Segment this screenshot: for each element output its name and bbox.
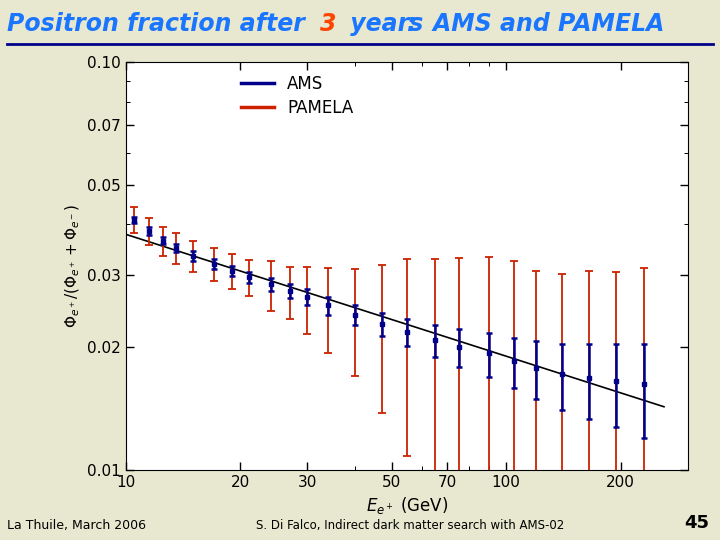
Legend: AMS, PAMELA: AMS, PAMELA (240, 75, 354, 117)
Text: S. Di Falco, Indirect dark matter search with AMS-02: S. Di Falco, Indirect dark matter search… (256, 519, 564, 532)
Text: years: years (342, 12, 423, 36)
Text: La Thuile, March 2006: La Thuile, March 2006 (7, 519, 146, 532)
Text: 45: 45 (684, 514, 709, 532)
Text: 3: 3 (320, 12, 337, 36)
Y-axis label: $\Phi_{e^+}/(\Phi_{e^+}+\Phi_{e^-})$: $\Phi_{e^+}/(\Phi_{e^+}+\Phi_{e^-})$ (63, 204, 81, 328)
Text: :  AMS and PAMELA: : AMS and PAMELA (407, 12, 664, 36)
X-axis label: $E_{e^+}$ (GeV): $E_{e^+}$ (GeV) (366, 495, 448, 516)
Text: Positron fraction after: Positron fraction after (7, 12, 313, 36)
